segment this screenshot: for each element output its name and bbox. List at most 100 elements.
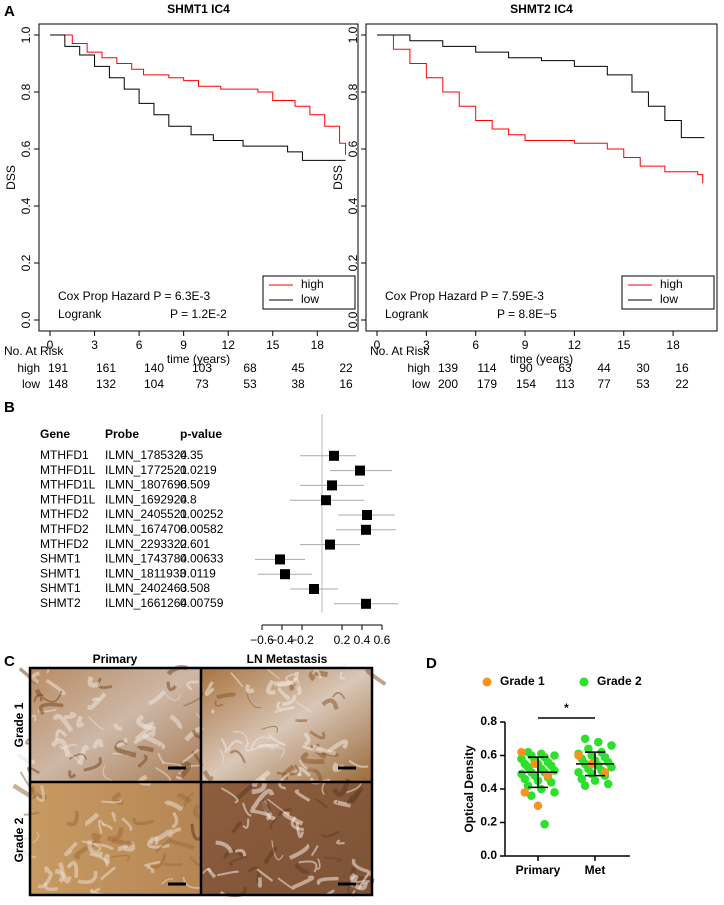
risk-count: 132 — [96, 377, 116, 391]
data-point — [550, 788, 559, 797]
chart-title: SHMT2 IC4 — [510, 2, 573, 16]
tissue-texture — [44, 866, 52, 875]
risk-count: 53 — [243, 377, 257, 391]
tissue-texture — [66, 810, 79, 827]
data-point — [520, 788, 530, 797]
row-label: Grade 1 — [12, 702, 26, 747]
risk-row-label: low — [412, 377, 430, 391]
tissue-texture — [63, 743, 78, 750]
tissue-texture — [93, 842, 114, 851]
gene: MTHFD2 — [40, 537, 89, 551]
tissue-texture — [365, 668, 387, 686]
legend-label: high — [301, 277, 324, 291]
y-tick-label: 0.0 — [19, 311, 33, 328]
p-value: 0.0219 — [180, 463, 217, 477]
tissue-texture — [234, 848, 247, 857]
x-tick-label: 3 — [91, 338, 98, 352]
tissue-texture — [42, 690, 63, 703]
legend-marker — [579, 677, 589, 687]
tissue-texture — [242, 802, 252, 817]
tissue-texture — [309, 730, 326, 740]
data-point — [540, 819, 549, 829]
tissue-texture — [303, 732, 311, 747]
tissue-texture — [277, 877, 295, 890]
tissue-texture — [143, 860, 161, 868]
probe: ILMN_2405521 — [105, 507, 187, 521]
annotation: Cox Prop Hazard P = 7.59E-3 — [385, 289, 544, 303]
risk-count: 44 — [597, 361, 611, 375]
gene: SHMT1 — [40, 581, 81, 595]
risk-count: 77 — [597, 377, 611, 391]
tissue-texture — [66, 861, 79, 878]
tissue-texture — [147, 836, 170, 849]
estimate — [280, 569, 290, 580]
p-value: 0.508 — [180, 581, 210, 595]
tissue-texture — [157, 753, 165, 764]
tissue-texture — [292, 875, 315, 890]
y-tick-label: 0.4 — [346, 197, 360, 214]
x-tick-label: −0.4 — [270, 633, 294, 647]
tissue-texture — [251, 776, 267, 795]
data-point — [574, 767, 583, 777]
y-tick-label: 0.4 — [19, 197, 33, 214]
data-point — [520, 774, 530, 784]
data-point — [546, 778, 556, 787]
tissue-texture — [176, 793, 192, 804]
tissue-texture — [336, 839, 345, 845]
probe: ILMN_1692924 — [105, 492, 187, 506]
risk-count: 53 — [636, 377, 650, 391]
y-tick-label: 1.0 — [346, 26, 360, 43]
risk-table-title: No. At Risk — [370, 344, 430, 358]
panel-label: C — [4, 653, 15, 670]
tissue-texture — [121, 817, 133, 831]
x-tick-label: 9 — [522, 338, 529, 352]
tissue-texture — [55, 729, 68, 741]
probe: ILMN_1674706 — [105, 522, 187, 536]
tissue-texture — [278, 808, 292, 817]
data-point — [550, 751, 559, 760]
y-tick-label: 0.2 — [346, 254, 360, 271]
data-point — [580, 781, 590, 790]
x-axis-label: time (years) — [167, 352, 230, 366]
data-point — [607, 762, 616, 772]
micrograph — [201, 782, 372, 895]
p-value: 0.00633 — [180, 552, 224, 566]
tissue-texture — [321, 830, 340, 838]
y-tick-label: 0.6 — [480, 748, 497, 762]
legend-box — [262, 275, 356, 310]
column-label: Primary — [93, 652, 138, 666]
p-value: 0.509 — [180, 478, 210, 492]
micrograph-grid — [12, 663, 387, 905]
tissue-texture — [76, 715, 85, 728]
risk-count: 200 — [438, 377, 458, 391]
tissue-texture — [268, 733, 286, 747]
data-point — [574, 751, 583, 760]
tissue-texture — [276, 700, 295, 711]
tissue-texture — [242, 818, 250, 829]
risk-count: 38 — [291, 377, 305, 391]
survival-curve — [50, 34, 346, 161]
tissue-texture — [68, 753, 88, 760]
tissue-texture — [293, 677, 302, 696]
column-header: Gene — [40, 427, 70, 441]
tissue-texture — [73, 840, 98, 860]
panel-label: D — [426, 655, 437, 672]
probe: ILMN_1661264 — [105, 596, 187, 610]
tissue-texture — [182, 876, 203, 889]
tissue-texture — [108, 855, 131, 862]
legend-label: Grade 1 — [500, 674, 545, 688]
estimate — [327, 480, 337, 491]
panel-label: A — [4, 3, 15, 20]
tissue-texture — [163, 800, 184, 812]
tissue-texture — [33, 693, 44, 702]
tissue-texture — [175, 771, 183, 780]
tissue-texture — [250, 788, 275, 811]
tissue-texture — [293, 862, 310, 874]
tissue-texture — [84, 812, 100, 826]
estimate — [361, 598, 371, 609]
tissue-texture — [332, 691, 346, 700]
y-tick-label: 0.8 — [480, 714, 497, 728]
estimate — [361, 524, 371, 535]
tissue-texture — [282, 811, 304, 826]
tissue-texture — [43, 882, 59, 892]
